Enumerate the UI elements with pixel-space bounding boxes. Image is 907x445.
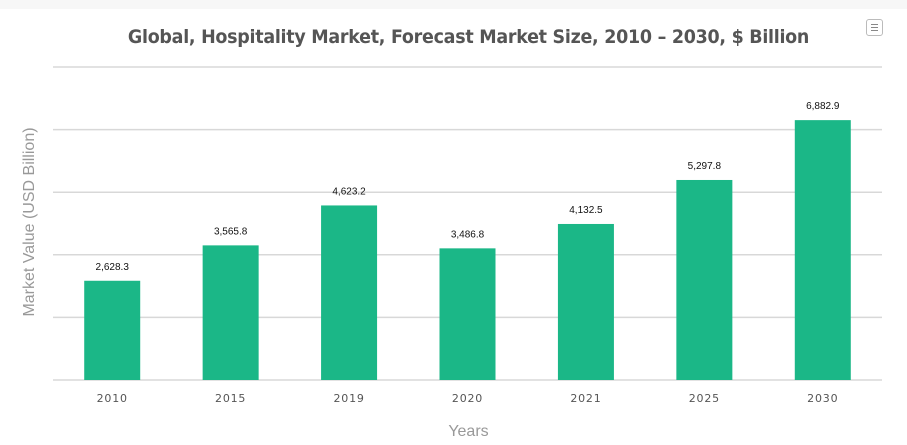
x-tick-label: 2010: [97, 392, 128, 405]
bar-2030: [794, 120, 851, 380]
hamburger-menu-icon[interactable]: [866, 19, 883, 36]
data-label: 4,623.2: [332, 186, 366, 197]
x-axis-label: Years: [448, 423, 489, 440]
data-label: 4,132.5: [569, 205, 603, 216]
data-label: 3,486.8: [451, 229, 485, 240]
data-label: 3,565.8: [214, 226, 248, 237]
x-tick-label: 2030: [807, 392, 838, 405]
bar-2019: [321, 205, 378, 380]
chart-title: Global, Hospitality Market, Forecast Mar…: [127, 26, 810, 48]
bar-2020: [439, 248, 496, 380]
x-tick-label: 2015: [215, 392, 246, 405]
bar-2015: [202, 245, 259, 380]
x-tick-label: 2025: [689, 392, 720, 405]
bar-2010: [84, 280, 141, 380]
data-label: 6,882.9: [806, 101, 840, 112]
x-tick-label: 2020: [452, 392, 483, 405]
x-tick-label: 2021: [570, 392, 601, 405]
bar-2021: [557, 223, 614, 380]
data-label: 2,628.3: [96, 262, 130, 273]
bar-2025: [676, 179, 733, 380]
x-tick-label: 2019: [333, 392, 364, 405]
data-label: 5,297.8: [688, 161, 722, 172]
